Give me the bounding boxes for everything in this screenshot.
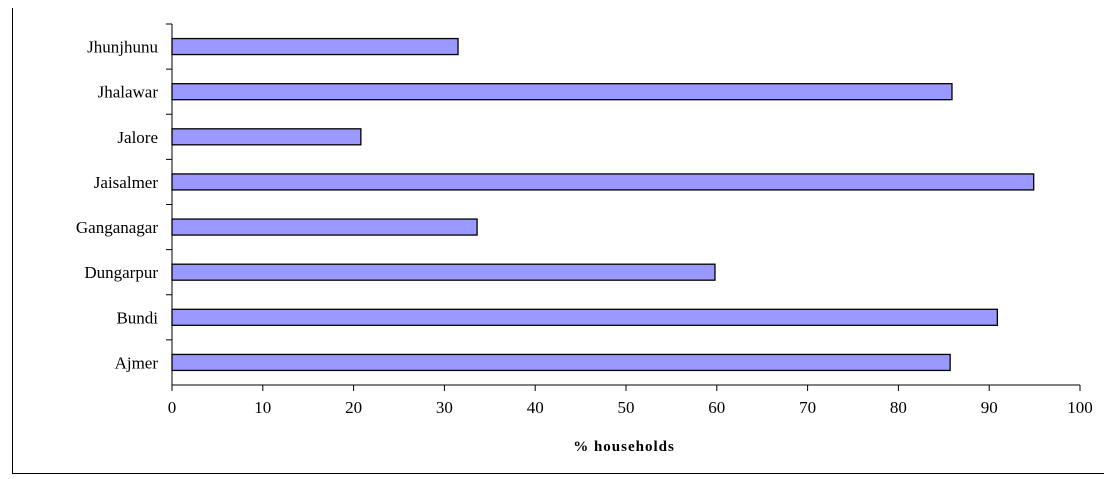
bar-jaisalmer bbox=[171, 173, 1035, 191]
x-tick-label-80: 80 bbox=[890, 398, 907, 417]
category-labels: Jhunjhunu Jhalawar Jalore Jaisalmer Ganganag… bbox=[76, 38, 159, 373]
bar-jhalawar bbox=[171, 83, 953, 101]
bar-dungarpur bbox=[171, 263, 716, 281]
x-tick-label-60: 60 bbox=[708, 398, 725, 417]
chart-frame: Jhunjhunu Jhalawar Jalore Jaisalmer Ganganag… bbox=[12, 8, 1104, 474]
x-tick-label-90: 90 bbox=[981, 398, 998, 417]
category-label-jhalawar: Jhalawar bbox=[98, 83, 159, 102]
category-label-jhunjhunu: Jhunjhunu bbox=[87, 38, 158, 57]
x-tick-label-10: 10 bbox=[254, 398, 271, 417]
bars-layer bbox=[171, 37, 1035, 372]
x-axis-title: % households bbox=[573, 439, 675, 455]
bar-chart: Jhunjhunu Jhalawar Jalore Jaisalmer Ganganag… bbox=[76, 23, 1093, 455]
category-label-jalore: Jalore bbox=[117, 128, 158, 147]
category-label-ajmer: Ajmer bbox=[115, 353, 159, 372]
x-tick-label-100: 100 bbox=[1067, 398, 1093, 417]
axes-layer bbox=[166, 23, 1081, 391]
bar-bundi bbox=[171, 308, 999, 326]
x-tick-label-50: 50 bbox=[618, 398, 635, 417]
x-tick-label-20: 20 bbox=[345, 398, 362, 417]
x-tick-label-30: 30 bbox=[436, 398, 453, 417]
bar-ajmer bbox=[171, 353, 951, 372]
bar-jalore bbox=[171, 128, 362, 146]
x-tick-label-40: 40 bbox=[527, 398, 544, 417]
category-label-bundi: Bundi bbox=[116, 308, 158, 327]
tick-labels: 0 10 20 30 40 50 60 70 80 90 100 bbox=[168, 398, 1093, 417]
category-label-ganganagar: Ganganagar bbox=[76, 218, 158, 237]
category-label-dungarpur: Dungarpur bbox=[84, 263, 158, 282]
category-label-jaisalmer: Jaisalmer bbox=[94, 173, 159, 192]
bar-ganganagar bbox=[171, 218, 478, 236]
x-tick-label-0: 0 bbox=[168, 398, 177, 417]
x-tick-label-70: 70 bbox=[799, 398, 816, 417]
bar-jhunjhunu bbox=[171, 37, 459, 56]
